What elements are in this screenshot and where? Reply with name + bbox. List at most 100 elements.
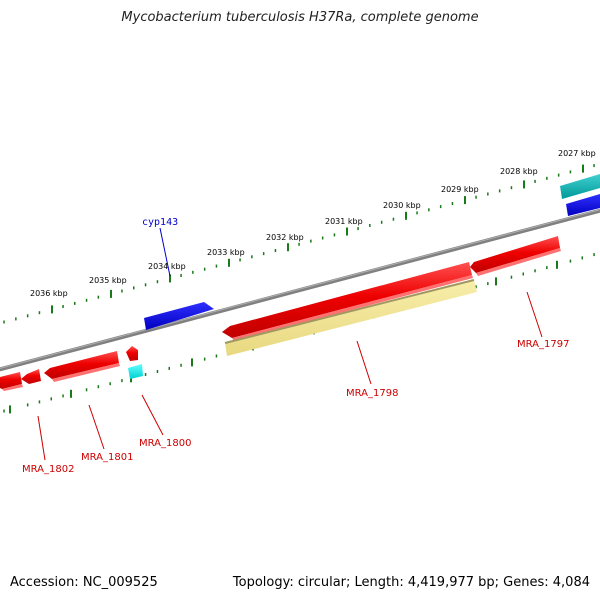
gene-label-cyp143[interactable]: cyp143 xyxy=(142,217,178,228)
outer-major-tick xyxy=(405,211,407,220)
outer-minor-tick xyxy=(85,298,88,302)
inner-major-tick xyxy=(191,358,193,367)
outer-minor-tick xyxy=(121,289,123,293)
gene-mra-1800[interactable] xyxy=(126,346,138,361)
outer-major-tick xyxy=(51,305,53,314)
outer-minor-tick xyxy=(557,173,560,177)
leader-line-mra-1802 xyxy=(37,415,46,461)
inner-minor-tick xyxy=(85,388,88,392)
outer-minor-tick xyxy=(38,311,41,315)
outer-minor-tick xyxy=(262,252,265,256)
tick-label-2029: 2029 kbp xyxy=(441,185,479,194)
leader-line-mra-1797 xyxy=(526,291,543,338)
leader-line-mra-1801 xyxy=(88,404,105,450)
outer-minor-tick xyxy=(15,317,17,321)
outer-minor-tick xyxy=(310,239,312,243)
inner-minor-tick xyxy=(546,266,548,270)
gene-mra-1798-yellow[interactable] xyxy=(224,279,477,356)
outer-minor-tick xyxy=(487,192,489,196)
inner-major-tick xyxy=(556,260,558,269)
gene-mra-1800-cyan[interactable] xyxy=(128,364,143,379)
inner-minor-tick xyxy=(487,282,489,286)
tick-label-2035: 2035 kbp xyxy=(89,276,127,285)
outer-minor-tick xyxy=(428,208,430,212)
outer-major-tick xyxy=(523,180,525,189)
outer-major-tick xyxy=(582,164,584,173)
outer-minor-tick xyxy=(26,314,29,318)
outer-minor-tick xyxy=(546,176,548,180)
inner-major-tick xyxy=(495,277,497,286)
inner-minor-tick xyxy=(97,385,100,389)
leader-line-mra-1800 xyxy=(141,394,164,436)
outer-minor-tick xyxy=(569,170,572,174)
outer-minor-tick xyxy=(239,258,241,262)
outer-minor-tick xyxy=(321,236,324,240)
inner-minor-tick xyxy=(109,382,111,386)
gene-mra-1797[interactable] xyxy=(470,236,561,276)
tick-label-2034: 2034 kbp xyxy=(148,262,186,271)
outer-minor-tick xyxy=(97,295,100,299)
inner-minor-tick xyxy=(121,379,123,383)
inner-minor-tick xyxy=(50,397,52,401)
outer-minor-tick xyxy=(416,211,418,215)
tick-label-2036: 2036 kbp xyxy=(30,289,68,298)
gene-label-mra-1802[interactable]: MRA_1802 xyxy=(22,464,74,475)
gene-cyp143[interactable] xyxy=(144,302,214,330)
inner-minor-tick xyxy=(168,366,170,370)
inner-minor-tick xyxy=(156,370,159,373)
outer-minor-tick xyxy=(369,224,371,227)
outer-tick-scale xyxy=(3,164,595,324)
outer-minor-tick xyxy=(203,267,206,271)
gene-mra-1802[interactable] xyxy=(0,369,41,391)
inner-minor-tick xyxy=(581,256,583,260)
accession-text: Accession: NC_009525 xyxy=(10,575,158,590)
genome-backbone xyxy=(0,208,600,372)
inner-minor-tick xyxy=(593,253,595,257)
outer-minor-tick xyxy=(192,270,194,274)
tick-label-2031: 2031 kbp xyxy=(325,217,363,226)
outer-major-tick xyxy=(287,243,289,252)
outer-minor-tick xyxy=(357,227,359,231)
outer-minor-tick xyxy=(156,280,159,284)
inner-minor-tick xyxy=(534,269,536,273)
outer-minor-tick xyxy=(510,186,513,190)
outer-minor-tick xyxy=(215,264,218,268)
gene-teal-2027[interactable] xyxy=(560,174,600,199)
leader-line-cyp143 xyxy=(159,227,171,277)
outer-minor-tick xyxy=(333,233,336,237)
outer-minor-tick xyxy=(298,242,300,246)
gene-label-mra-1797[interactable]: MRA_1797 xyxy=(517,339,569,350)
inner-minor-tick xyxy=(62,394,64,398)
genome-stats-text: Topology: circular; Length: 4,419,977 bp… xyxy=(232,575,590,590)
genome-backbone-highlight xyxy=(0,209,600,369)
gene-blue-2027[interactable] xyxy=(566,194,600,216)
gene-mra-1798[interactable] xyxy=(222,262,473,341)
outer-minor-tick xyxy=(392,217,395,221)
outer-minor-tick xyxy=(534,179,536,183)
leader-line-mra-1798 xyxy=(356,340,372,385)
inner-major-tick xyxy=(9,405,11,414)
outer-minor-tick xyxy=(439,205,442,209)
inner-major-tick xyxy=(70,389,72,398)
tick-label-2028: 2028 kbp xyxy=(500,167,538,176)
outer-minor-tick xyxy=(251,255,253,259)
outer-minor-tick xyxy=(144,283,147,287)
outer-minor-tick xyxy=(498,189,501,193)
outer-minor-tick xyxy=(3,320,5,324)
inner-minor-tick xyxy=(38,400,41,404)
inner-minor-tick xyxy=(180,363,182,367)
gene-label-mra-1801[interactable]: MRA_1801 xyxy=(81,452,133,463)
outer-minor-tick xyxy=(274,249,277,252)
outer-minor-tick xyxy=(74,301,76,305)
gene-mra-1801[interactable] xyxy=(44,351,120,382)
gene-label-mra-1798[interactable]: MRA_1798 xyxy=(346,388,398,399)
inner-minor-tick xyxy=(144,373,147,376)
gene-label-mra-1800[interactable]: MRA_1800 xyxy=(139,438,191,449)
outer-major-tick xyxy=(110,289,112,298)
outer-minor-tick xyxy=(62,305,64,308)
tick-labels: 2027 kbp 2028 kbp 2029 kbp 2030 kbp 2031… xyxy=(30,149,596,298)
outer-major-tick xyxy=(169,274,171,283)
outer-major-tick xyxy=(464,196,466,205)
outer-minor-tick xyxy=(133,286,135,290)
